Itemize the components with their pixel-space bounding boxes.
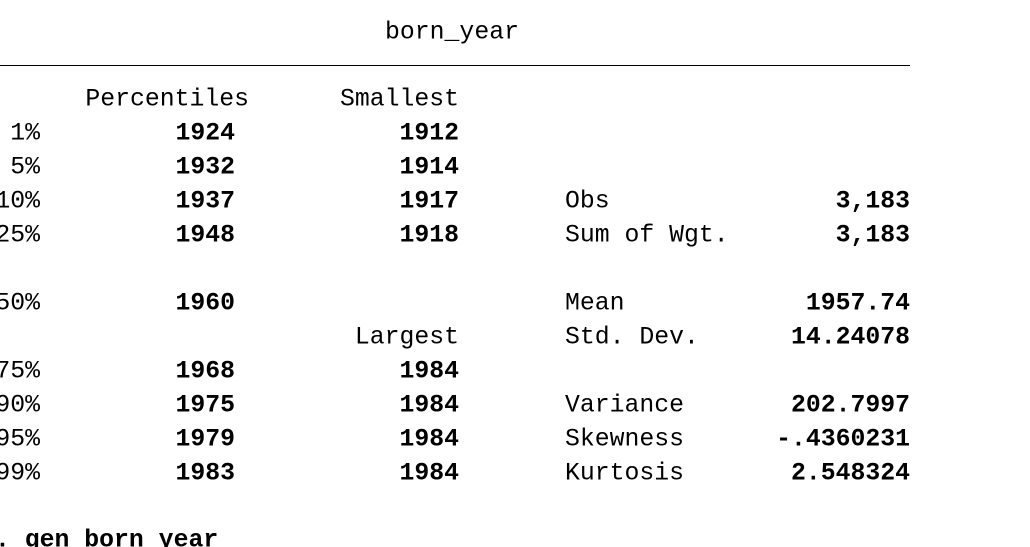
percentile-label: 95% <box>0 426 40 454</box>
smallest-value: 1914 <box>399 154 459 182</box>
percentile-value: 1924 <box>175 120 235 148</box>
percentile-value: 1968 <box>175 358 235 386</box>
stat-label: Skewness <box>565 426 684 454</box>
percentile-value: 1948 <box>175 222 235 250</box>
percentile-label: 1% <box>10 120 40 148</box>
stat-label: Obs <box>565 188 610 216</box>
command: . gen born_year <box>0 527 218 547</box>
largest-value: 1984 <box>399 426 459 454</box>
stat-value: 2.548324 <box>791 460 910 488</box>
stat-label: Kurtosis <box>565 460 684 488</box>
percentile-value: 1979 <box>175 426 235 454</box>
percentile-label: 25% <box>0 222 40 250</box>
percentile-value: 1975 <box>175 392 235 420</box>
stat-label: Std. Dev. <box>565 324 699 352</box>
variable-title: born_year <box>385 19 519 47</box>
percentile-label: 50% <box>0 290 40 318</box>
percentile-value: 1960 <box>175 290 235 318</box>
percentile-value: 1983 <box>175 460 235 488</box>
percentile-value: 1937 <box>175 188 235 216</box>
stat-label: Variance <box>565 392 684 420</box>
smallest-value: 1917 <box>399 188 459 216</box>
largest-value: 1984 <box>399 460 459 488</box>
percentile-label: 10% <box>0 188 40 216</box>
percentile-label: 5% <box>10 154 40 182</box>
smallest-value: 1912 <box>399 120 459 148</box>
stat-label: Mean <box>565 290 625 318</box>
header: Percentiles <box>85 86 249 114</box>
header: Largest <box>355 324 459 352</box>
largest-value: 1984 <box>399 358 459 386</box>
largest-value: 1984 <box>399 392 459 420</box>
percentile-label: 90% <box>0 392 40 420</box>
header: Smallest <box>340 86 459 114</box>
stat-value: 202.7997 <box>791 392 910 420</box>
stat-label: Sum of Wgt. <box>565 222 729 250</box>
smallest-value: 1918 <box>399 222 459 250</box>
stat-value: 3,183 <box>836 222 910 250</box>
stat-value: 14.24078 <box>791 324 910 352</box>
percentile-value: 1932 <box>175 154 235 182</box>
percentile-label: 75% <box>0 358 40 386</box>
percentile-label: 99% <box>0 460 40 488</box>
stat-value: 3,183 <box>836 188 910 216</box>
stat-value: -.4360231 <box>776 426 910 454</box>
stat-value: 1957.74 <box>806 290 910 318</box>
